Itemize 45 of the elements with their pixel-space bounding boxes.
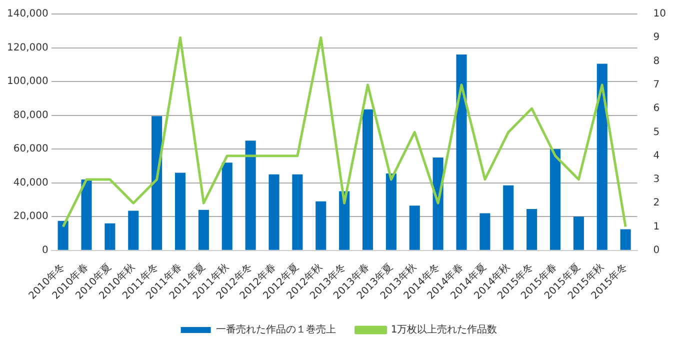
bar bbox=[620, 229, 631, 250]
bar bbox=[503, 185, 514, 250]
bar bbox=[316, 201, 326, 250]
bar bbox=[198, 210, 209, 250]
y2-tick-label: 8 bbox=[653, 56, 660, 67]
bar bbox=[245, 140, 256, 250]
bar bbox=[339, 191, 350, 250]
y-tick-label: 60,000 bbox=[13, 144, 48, 155]
legend-label: 一番売れた作品の１巻売上 bbox=[216, 324, 336, 336]
y2-tick-label: 1 bbox=[653, 221, 660, 232]
bar bbox=[81, 179, 92, 250]
y2-tick-label: 7 bbox=[653, 80, 660, 91]
bar bbox=[58, 220, 68, 250]
bar bbox=[174, 172, 186, 250]
y2-tick-label: 6 bbox=[653, 103, 660, 114]
bar bbox=[386, 174, 396, 250]
y2-tick-label: 9 bbox=[653, 32, 660, 44]
y2-tick-label: 5 bbox=[653, 126, 660, 138]
y-tick-label: 100,000 bbox=[6, 76, 48, 88]
bar bbox=[596, 64, 608, 250]
bar bbox=[456, 54, 467, 250]
legend-label: 1万枚以上売れた作品数 bbox=[390, 324, 498, 336]
y2-tick-label: 10 bbox=[653, 8, 666, 20]
bar bbox=[268, 174, 280, 250]
y2-tick-label: 2 bbox=[653, 198, 660, 209]
bar bbox=[128, 210, 139, 250]
bar bbox=[409, 206, 420, 250]
y2-tick-label: 4 bbox=[653, 150, 660, 162]
bar bbox=[104, 223, 116, 250]
y-tick-label: 140,000 bbox=[6, 8, 48, 20]
y-tick-label: 120,000 bbox=[6, 42, 48, 54]
bar bbox=[573, 216, 584, 250]
y-tick-label: 80,000 bbox=[13, 110, 48, 121]
y2-tick-label: 0 bbox=[653, 244, 660, 256]
bar bbox=[222, 162, 232, 250]
y-tick-label: 40,000 bbox=[13, 177, 48, 188]
bar bbox=[550, 149, 561, 250]
y2-tick-label: 3 bbox=[653, 174, 660, 186]
y-tick-label: 20,000 bbox=[13, 211, 48, 222]
bar bbox=[526, 209, 538, 250]
bar bbox=[292, 174, 303, 250]
bar bbox=[152, 116, 162, 250]
y-tick-label: 0 bbox=[42, 244, 48, 256]
bar bbox=[362, 109, 374, 250]
bar bbox=[480, 213, 490, 250]
